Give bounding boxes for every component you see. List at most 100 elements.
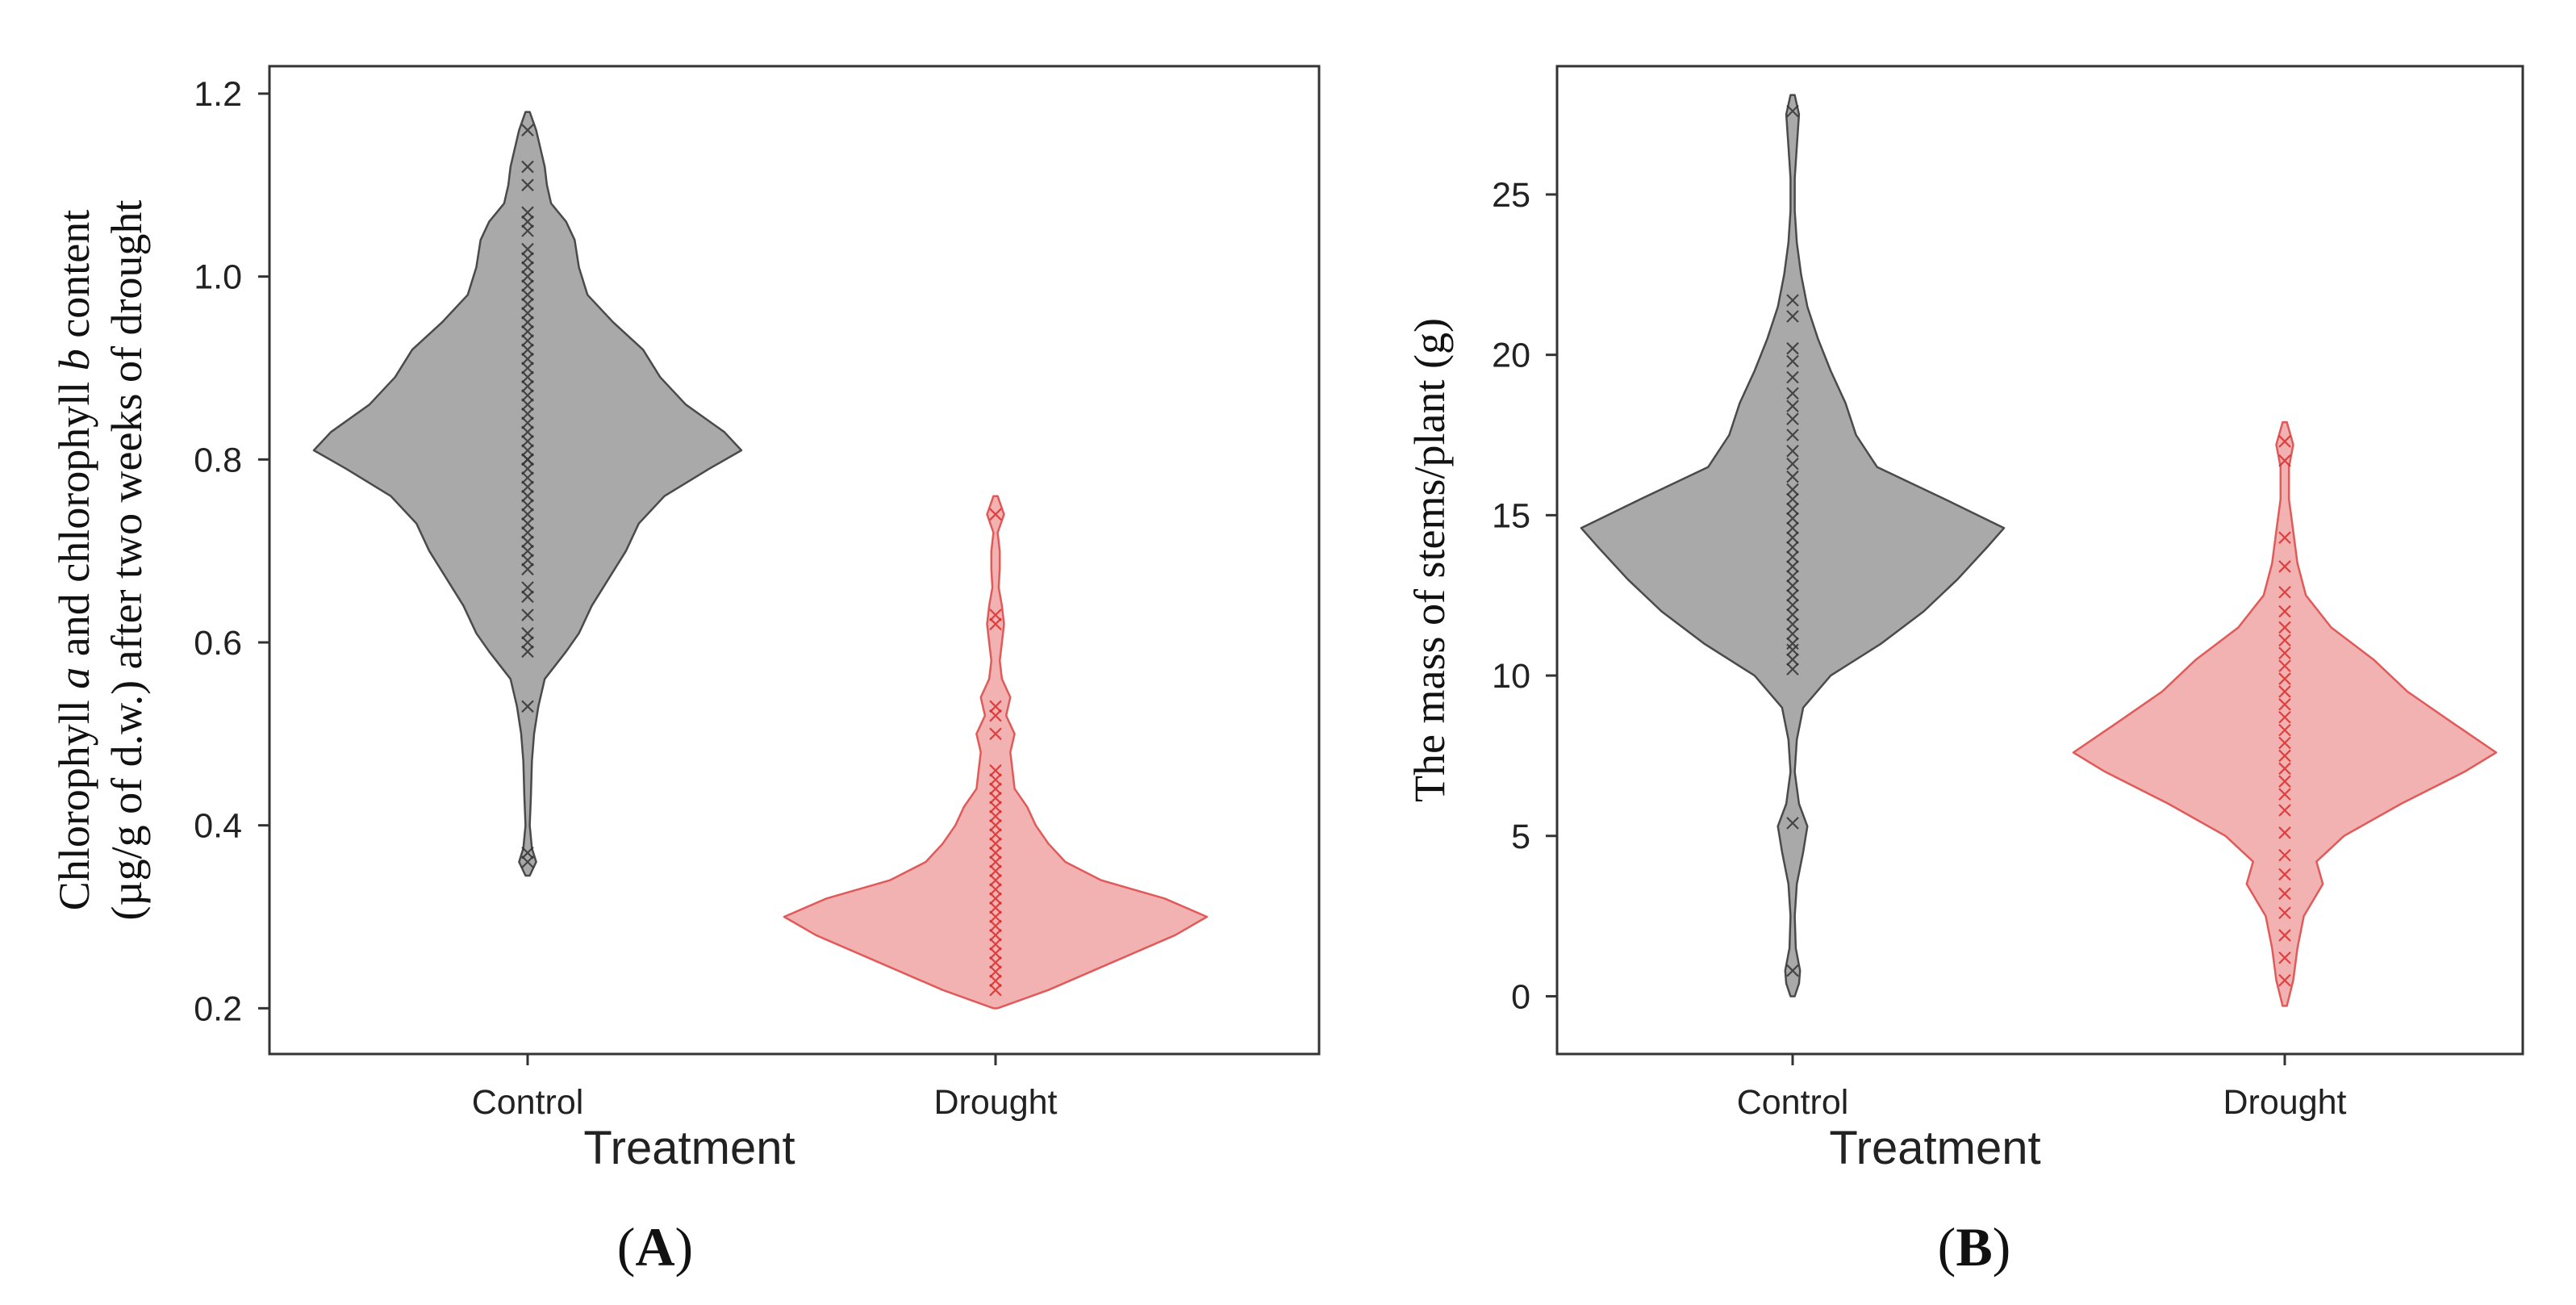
data-point-control: [521, 123, 534, 137]
data-point-control: [1786, 617, 1799, 631]
data-point-control: [521, 554, 534, 567]
data-point-control: [521, 324, 534, 338]
y-tick-label: 1.2: [194, 75, 242, 114]
data-point-control: [1786, 579, 1799, 592]
data-point-control: [521, 224, 534, 237]
data-point-control: [521, 544, 534, 558]
data-point-control: [1786, 483, 1799, 496]
data-point-control: [1786, 560, 1799, 573]
data-point-drought: [989, 791, 1002, 805]
data-point-control: [1786, 387, 1799, 400]
data-point-drought: [2278, 848, 2291, 862]
data-point-drought: [2278, 454, 2291, 467]
data-point-control: [1786, 341, 1799, 355]
data-point-drought: [2278, 749, 2291, 763]
data-point-drought: [2278, 929, 2291, 942]
data-point-drought: [989, 846, 1002, 860]
data-point-drought: [2278, 621, 2291, 634]
y-axis-label-line-1: The mass of stems/plant (g): [1405, 318, 1454, 802]
y-tick-label: 15: [1492, 496, 1530, 535]
data-point-drought: [989, 892, 1002, 906]
data-point-control: [521, 581, 534, 594]
data-point-control: [521, 626, 534, 640]
data-point-control: [521, 288, 534, 302]
data-point-control: [1786, 521, 1799, 535]
y-tick-label: 0: [1511, 977, 1530, 1016]
y-tick-label: 1.0: [194, 258, 242, 297]
data-point-control: [1786, 445, 1799, 458]
data-point-drought: [2278, 560, 2291, 573]
data-point-drought: [2278, 585, 2291, 599]
y-tick-label: 25: [1492, 176, 1530, 215]
data-point-drought: [2278, 646, 2291, 660]
data-point-control: [521, 389, 534, 402]
x-tick-label-control: Control: [472, 1083, 584, 1122]
violin-drought: [783, 495, 1209, 1010]
data-point-control: [521, 526, 534, 539]
data-point-drought: [989, 901, 1002, 914]
data-point-drought: [989, 609, 1002, 621]
data-point-control: [1786, 964, 1799, 977]
chart-panel-a: 0.2 0.4 0.6 0.8 1.0 1.2 Control Drought Treatmen…: [50, 65, 1321, 1278]
data-point-control: [1786, 541, 1799, 554]
data-point-control: [1786, 817, 1799, 830]
data-point-control: [521, 206, 534, 220]
chart-panel-b: 0 5 10 15 20 25 Control Drought Treatment The mas…: [1405, 65, 2524, 1278]
data-point-drought: [989, 910, 1002, 923]
data-point-control: [1786, 608, 1799, 621]
y-tick-label: 0.4: [194, 807, 242, 846]
data-point-control: [1786, 637, 1799, 650]
data-point-drought: [2278, 826, 2291, 839]
data-point-control: [521, 846, 534, 860]
data-point-drought: [2278, 868, 2291, 881]
y-tick-label: 0.6: [194, 624, 242, 663]
data-point-control: [521, 563, 534, 576]
data-point-drought: [989, 828, 1002, 841]
data-point-control: [1786, 470, 1799, 483]
plot-frame: [268, 65, 1321, 1056]
data-point-control: [521, 609, 534, 621]
data-point-control: [521, 535, 534, 549]
data-point-drought: [989, 837, 1002, 851]
data-point-control: [1786, 663, 1799, 676]
x-tick-label-drought: Drought: [934, 1083, 1058, 1122]
data-point-drought: [989, 818, 1002, 832]
data-point-control: [1786, 429, 1799, 441]
data-point-drought: [2278, 698, 2291, 711]
data-point-control: [1786, 412, 1799, 425]
data-point-control: [1786, 294, 1799, 307]
data-point-drought: [989, 801, 1002, 814]
data-point-control: [521, 480, 534, 494]
data-point-control: [521, 160, 534, 174]
data-point-control: [521, 370, 534, 384]
panel-label: (A): [617, 1216, 693, 1278]
data-point-control: [1786, 627, 1799, 641]
data-point-drought: [989, 855, 1002, 868]
data-point-control: [1786, 492, 1799, 506]
data-point-drought: [989, 965, 1002, 978]
data-point-control: [521, 636, 534, 649]
data-point-control: [521, 517, 534, 530]
plot-frame: [1555, 65, 2524, 1056]
data-point-control: [521, 343, 534, 357]
data-point-control: [521, 316, 534, 329]
data-point-control: [1786, 653, 1799, 666]
data-point-control: [521, 508, 534, 521]
data-point-control: [521, 215, 534, 228]
x-tick-label-drought: Drought: [2223, 1083, 2347, 1122]
data-point-drought: [2278, 685, 2291, 698]
data-point-control: [1786, 512, 1799, 525]
data-point-control: [521, 471, 534, 484]
data-point-drought: [989, 727, 1002, 741]
violin-drought: [2072, 420, 2498, 1007]
data-point-control: [1786, 399, 1799, 413]
x-axis-label: Treatment: [1829, 1122, 2040, 1174]
data-point-drought: [989, 919, 1002, 933]
data-point-control: [1786, 531, 1799, 544]
data-point-control: [1786, 598, 1799, 612]
data-point-control: [1786, 104, 1799, 118]
data-point-drought: [2278, 435, 2291, 448]
y-tick-label: 0.8: [194, 441, 242, 479]
violin-control: [1580, 94, 2006, 998]
